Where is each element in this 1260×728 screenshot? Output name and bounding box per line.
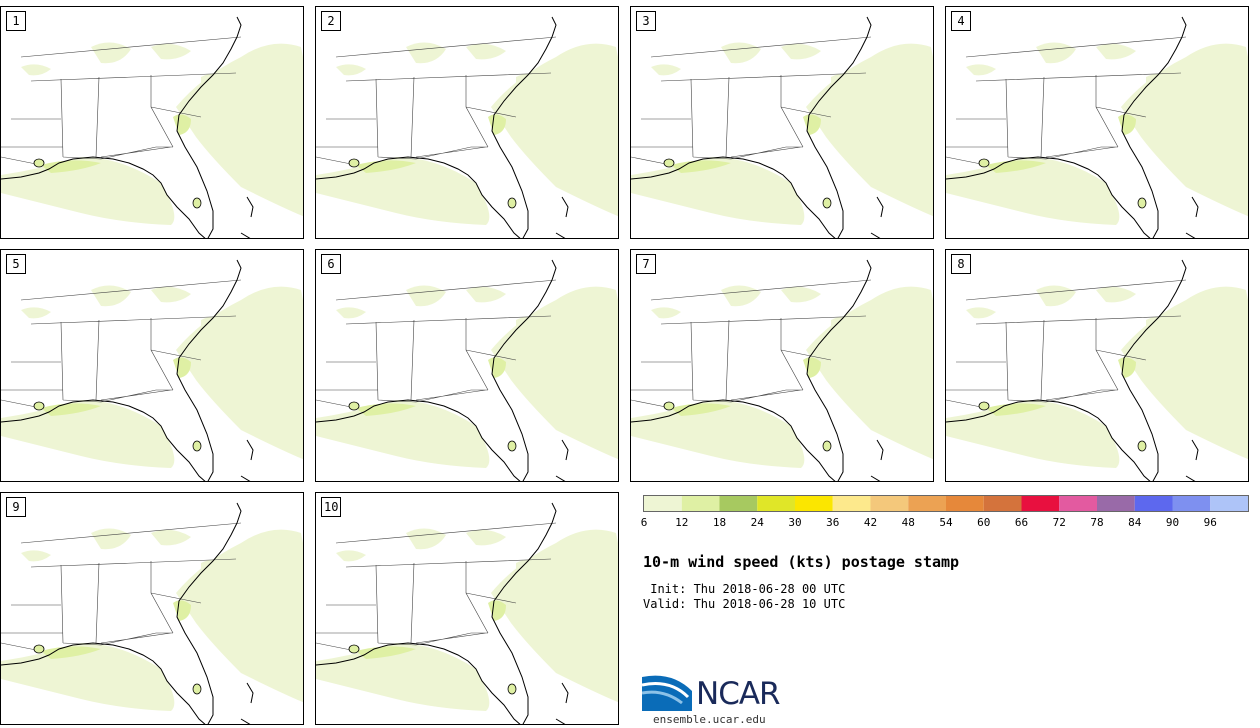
panel-number: 6 — [321, 254, 341, 274]
colorbar-tick-label: 84 — [1128, 516, 1142, 529]
wind-map — [946, 16, 1248, 238]
member-panel-3: 3 — [630, 6, 934, 239]
page-title: 10-m wind speed (kts) postage stamp — [643, 553, 960, 571]
logo-url: ensemble.ucar.edu — [653, 713, 766, 726]
wind-map — [316, 259, 618, 481]
init-time: Init: Thu 2018-06-28 00 UTC — [643, 582, 846, 596]
colorbar-swatch — [1172, 496, 1211, 511]
colorbar-tick-label: 72 — [1052, 516, 1066, 529]
member-panel-1: 1 — [0, 6, 304, 239]
wind-map — [1, 16, 303, 238]
valid-time: Valid: Thu 2018-06-28 10 UTC — [643, 597, 846, 611]
panel-number: 9 — [6, 497, 26, 517]
panel-number: 2 — [321, 11, 341, 31]
colorbar-tick-label: 24 — [750, 516, 764, 529]
colorbar-tick-label: 66 — [1014, 516, 1029, 529]
colorbar-swatch — [1134, 496, 1173, 511]
colorbar-swatch — [832, 496, 871, 511]
wind-map — [631, 259, 933, 481]
colorbar-tick-label: 36 — [826, 516, 840, 529]
colorbar-swatch — [946, 496, 984, 511]
colorbar — [643, 495, 1249, 512]
wind-map — [316, 502, 618, 724]
member-panel-4: 4 — [945, 6, 1249, 239]
wind-map — [1, 502, 303, 724]
colorbar-tick-label: 48 — [901, 516, 915, 529]
member-panel-5: 5 — [0, 249, 304, 482]
colorbar-swatch — [983, 496, 1022, 511]
wind-map — [631, 16, 933, 238]
colorbar-tick-label: 60 — [977, 516, 991, 529]
panel-number: 7 — [636, 254, 656, 274]
colorbar-tick-label: 42 — [863, 516, 878, 529]
colorbar-tick-label: 96 — [1203, 516, 1217, 529]
panel-number: 3 — [636, 11, 656, 31]
member-panel-7: 7 — [630, 249, 934, 482]
colorbar-swatch — [1097, 496, 1135, 511]
member-panel-2: 2 — [315, 6, 619, 239]
colorbar-swatch — [870, 496, 909, 511]
colorbar-swatch — [1210, 496, 1248, 511]
colorbar-swatch — [757, 496, 795, 511]
logo-text: NCAR — [696, 676, 781, 712]
colorbar-tick-label: 12 — [675, 516, 689, 529]
colorbar-tick-label: 18 — [712, 516, 727, 529]
colorbar-swatch — [719, 496, 758, 511]
panel-number: 10 — [321, 497, 342, 517]
colorbar-tick-label: 6 — [640, 516, 648, 529]
wind-map — [316, 16, 618, 238]
member-panel-10: 10 — [315, 492, 619, 725]
member-panel-8: 8 — [945, 249, 1249, 482]
panel-number: 4 — [951, 11, 971, 31]
panel-number: 1 — [6, 11, 26, 31]
colorbar-swatch — [681, 496, 720, 511]
colorbar-tick-label: 78 — [1090, 516, 1104, 529]
ncar-logo — [642, 675, 692, 711]
colorbar-swatch — [795, 496, 833, 511]
member-panel-6: 6 — [315, 249, 619, 482]
colorbar-tick-label: 30 — [788, 516, 802, 529]
wind-map — [1, 259, 303, 481]
wind-map — [946, 259, 1248, 481]
colorbar-swatch — [644, 496, 682, 511]
colorbar-tick-label: 54 — [939, 516, 953, 529]
colorbar-swatch — [908, 496, 946, 511]
panel-number: 5 — [6, 254, 26, 274]
member-panel-9: 9 — [0, 492, 304, 725]
colorbar-swatch — [1021, 496, 1060, 511]
colorbar-tick-label: 90 — [1165, 516, 1180, 529]
panel-number: 8 — [951, 254, 971, 274]
colorbar-swatch — [1059, 496, 1097, 511]
